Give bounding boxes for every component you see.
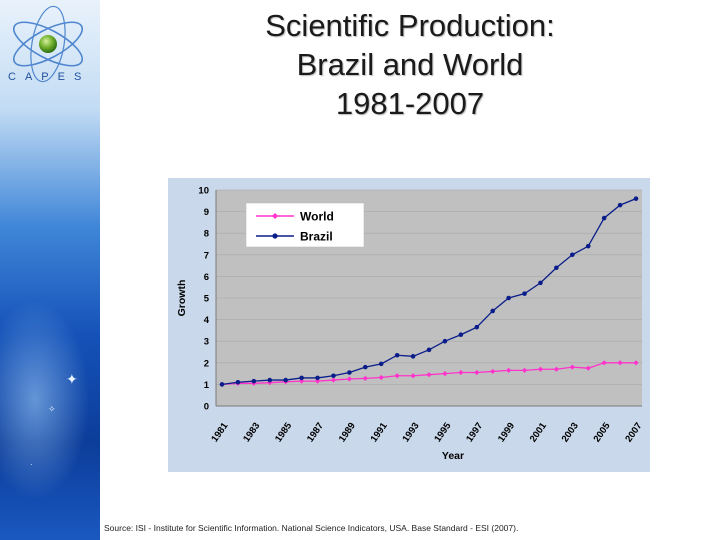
y-tick-label: 4: [204, 315, 210, 326]
data-point-brazil: [554, 265, 559, 271]
data-point-brazil: [394, 352, 400, 358]
data-point-world: [601, 360, 607, 366]
data-point-brazil: [633, 196, 639, 201]
y-tick-label: 5: [204, 294, 210, 305]
data-point-brazil: [490, 308, 495, 314]
x-tick-label: 1981: [209, 420, 231, 444]
data-point-world: [617, 360, 623, 366]
x-tick-label: 1987: [305, 421, 326, 445]
x-tick-label: 1993: [400, 421, 421, 445]
x-tick-label: 1985: [273, 420, 295, 444]
y-tick-label: 7: [204, 250, 209, 261]
data-point-world: [633, 360, 639, 366]
logo-text: CAPES: [8, 71, 91, 83]
data-point-brazil: [378, 361, 384, 367]
y-tick-label: 2: [204, 358, 209, 369]
x-tick-label: 1989: [337, 421, 358, 445]
data-point-brazil: [363, 364, 368, 370]
y-tick-label: 3: [204, 337, 209, 348]
y-tick-label: 9: [204, 207, 209, 218]
data-point-brazil: [235, 379, 241, 385]
data-point-brazil: [251, 378, 257, 384]
data-point-brazil: [506, 295, 511, 301]
y-tick-label: 6: [204, 272, 209, 283]
legend-marker-brazil: [272, 233, 278, 239]
legend-label-brazil: Brazil: [300, 230, 333, 244]
data-point-world: [585, 365, 591, 371]
data-point-brazil: [458, 332, 464, 338]
legend-marker-world: [272, 213, 278, 219]
data-point-brazil: [347, 370, 352, 375]
y-tick-label: 1: [204, 380, 210, 391]
data-point-brazil: [474, 324, 480, 330]
slide-title: Scientific Production: Brazil and World …: [200, 6, 620, 123]
x-tick-label: 2001: [528, 420, 550, 444]
data-point-brazil: [315, 375, 320, 381]
data-point-brazil: [410, 354, 416, 359]
data-point-world: [569, 364, 575, 370]
data-point-brazil: [522, 291, 527, 296]
data-point-world: [346, 376, 352, 382]
x-tick-label: 2007: [623, 421, 644, 445]
x-tick-label: 2003: [560, 421, 581, 445]
data-point-world: [490, 368, 496, 375]
data-point-world: [426, 372, 432, 378]
growth-chart: 0 1 2 3 4 5 6 7 8 9 10 1981 1983 1985 1987 1989 1991 1993…: [168, 178, 650, 472]
data-point-brazil: [331, 373, 336, 379]
data-point-brazil: [219, 382, 225, 387]
data-point-brazil: [585, 243, 591, 249]
sparkle-icon: ✦: [66, 371, 78, 387]
chart-svg: 0 1 2 3 4 5 6 7 8 9 10 1981 1983 1985 1987 1989 1991 1993…: [176, 186, 645, 463]
capes-logo-icon: [13, 5, 83, 83]
x-tick-label: 1991: [369, 420, 391, 444]
y-axis-title: Growth: [176, 280, 188, 317]
data-point-brazil: [617, 202, 623, 208]
sparkle-icon: ·: [30, 460, 33, 469]
data-point-brazil: [538, 280, 543, 286]
data-point-brazil: [426, 347, 432, 353]
data-point-brazil: [442, 338, 448, 344]
data-point-brazil: [570, 252, 575, 258]
x-tick-label: 1997: [464, 421, 485, 445]
x-tick-label: 1983: [241, 421, 262, 445]
data-point-world: [458, 369, 464, 376]
data-point-brazil: [601, 215, 607, 221]
legend-label-world: World: [300, 210, 334, 224]
title-line-1: Scientific Production:: [265, 8, 555, 43]
sidebar-decoration: ✦ ✧ · CAPES: [0, 0, 100, 540]
data-point-world: [553, 366, 559, 372]
x-tick-label: 1999: [496, 421, 517, 445]
legend-box: [245, 202, 365, 248]
y-tick-label: 0: [204, 402, 209, 413]
y-tick-label: 10: [198, 186, 209, 197]
data-point-brazil: [283, 377, 288, 383]
data-point-brazil: [267, 377, 273, 383]
title-line-3: 1981-2007: [335, 86, 485, 121]
sidebar-glow: [0, 300, 90, 500]
title-line-2: Brazil and World: [296, 47, 524, 82]
x-tick-label: 2005: [592, 420, 614, 444]
y-tick-label: 8: [204, 229, 209, 240]
x-tick-label: 1995: [432, 420, 454, 444]
x-axis-title: Year: [442, 450, 464, 462]
sparkle-icon: ✧: [48, 404, 56, 414]
data-point-brazil: [299, 375, 304, 381]
source-note: Source: ISI - Institute for Scientific I…: [104, 523, 519, 533]
